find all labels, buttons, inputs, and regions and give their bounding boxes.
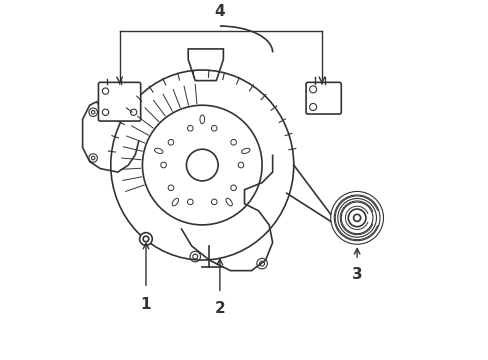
Circle shape	[168, 139, 173, 145]
Circle shape	[142, 105, 262, 225]
Circle shape	[186, 149, 218, 181]
Text: 3: 3	[351, 267, 362, 282]
Circle shape	[238, 162, 244, 168]
Circle shape	[187, 199, 193, 205]
Circle shape	[187, 125, 193, 131]
Circle shape	[230, 139, 236, 145]
Circle shape	[211, 199, 217, 205]
Circle shape	[168, 185, 173, 191]
FancyBboxPatch shape	[305, 82, 341, 114]
Circle shape	[211, 125, 217, 131]
Text: 2: 2	[214, 301, 225, 316]
Ellipse shape	[225, 198, 232, 206]
Ellipse shape	[200, 115, 204, 124]
FancyBboxPatch shape	[98, 82, 141, 121]
Circle shape	[161, 162, 166, 168]
Ellipse shape	[241, 148, 249, 153]
Circle shape	[230, 185, 236, 191]
Ellipse shape	[111, 70, 293, 260]
Circle shape	[140, 233, 152, 245]
Text: 1: 1	[141, 297, 151, 312]
Ellipse shape	[172, 198, 178, 206]
Text: 4: 4	[214, 4, 224, 19]
Ellipse shape	[154, 148, 163, 153]
